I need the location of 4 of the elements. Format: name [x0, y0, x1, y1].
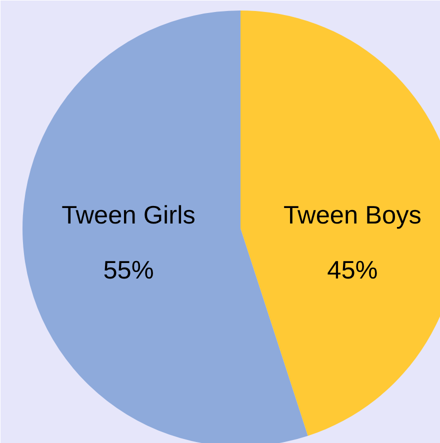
slice-label: Tween Boys [283, 202, 422, 230]
data-label: 55% [103, 256, 154, 284]
data-label: 45% [327, 256, 378, 284]
slice-label: Tween Girls [62, 202, 196, 230]
